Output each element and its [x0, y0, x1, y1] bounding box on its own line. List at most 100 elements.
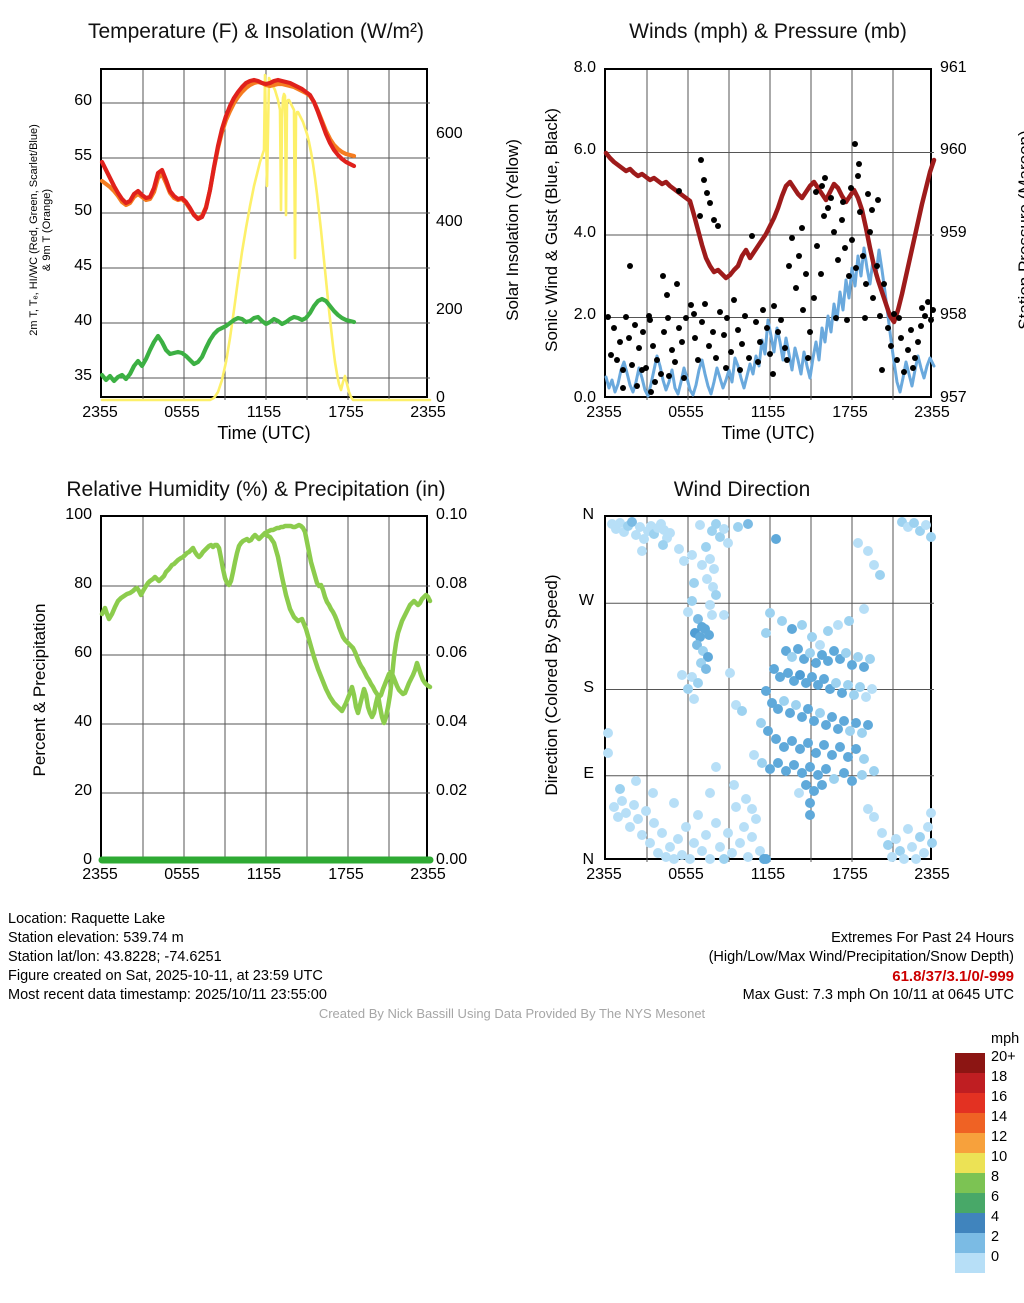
- winddir-ytick-W: W: [578, 592, 594, 609]
- temperature-ytick-45: 45: [74, 257, 92, 274]
- winds-xtick-0: 2355: [586, 404, 622, 421]
- wind-direction-points: [603, 517, 937, 864]
- winddir-xtick-1: 0555: [668, 866, 704, 883]
- humidity-xtick-4: 2355: [410, 866, 446, 883]
- winds-xtick-1: 0555: [668, 404, 704, 421]
- colorbar-label-16: 16: [991, 1089, 1008, 1105]
- winds-ytick-4: 4.0: [573, 224, 596, 241]
- panel-humidity: Relative Humidity (%) & Precipitation (i…: [0, 460, 512, 905]
- precip-ytick-006: 0.06: [436, 644, 468, 661]
- precip-ytick-008: 0.08: [436, 575, 468, 592]
- precip-ytick-004: 0.04: [436, 713, 468, 730]
- insolation-ytick-600: 600: [436, 125, 463, 142]
- winds-traces: [603, 70, 937, 400]
- colorbar-label-12: 12: [991, 1129, 1008, 1145]
- precip-ytick-000: 0.00: [436, 851, 468, 868]
- pressure-ytick-960: 960: [940, 141, 967, 158]
- winds-ytick-2: 2.0: [573, 306, 596, 323]
- temperature-ytick-60: 60: [74, 92, 92, 109]
- solar-insolation-trace: [100, 73, 432, 402]
- winddir-ytick-E: E: [583, 765, 594, 782]
- winddir-xtick-0: 2355: [586, 866, 622, 883]
- insolation-ytick-400: 400: [436, 213, 463, 230]
- temperature-xtick-1: 0555: [164, 404, 200, 421]
- temperature-plot-area: [99, 68, 432, 402]
- winds-panel-title: Winds (mph) & Pressure (mb): [629, 20, 907, 43]
- pressure-ytick-961: 961: [940, 59, 967, 76]
- insolation-ytick-200: 200: [436, 301, 463, 318]
- panel-temperature: Temperature (F) & Insolation (W/m²) 2m T…: [0, 0, 522, 460]
- pressure-ytick-957: 957: [940, 389, 967, 406]
- colorbar-unit-label: mph: [991, 1031, 1020, 1047]
- pressure-ytick-958: 958: [940, 306, 967, 323]
- panel-winds: Winds (mph) & Pressure (mb) Sonic Wind &…: [512, 0, 1024, 460]
- colorbar-swatch-20plus: [955, 1053, 985, 1073]
- extremes-title: Extremes For Past 24 Hours: [831, 930, 1014, 946]
- winds-x-axis-title: Time (UTC): [721, 423, 815, 443]
- precip-ytick-002: 0.02: [436, 782, 468, 799]
- temperature-left-axis-title-line1: 2m T, Tₑ, HI/WC (Red, Green, Scarlet/Blu…: [28, 124, 40, 336]
- humidity-panel-title: Relative Humidity (%) & Precipitation (i…: [66, 478, 446, 501]
- winds-ytick-0: 0.0: [573, 389, 596, 406]
- colorbar-label-18: 18: [991, 1069, 1008, 1085]
- temperature-xtick-4: 2355: [410, 404, 446, 421]
- colorbar-swatch-2: [955, 1233, 985, 1253]
- winds-xtick-2: 1155: [750, 404, 786, 421]
- dewpoint-trace: [99, 296, 357, 384]
- colorbar-swatch-10: [955, 1153, 985, 1173]
- precip-ytick-010: 0.10: [436, 506, 468, 523]
- humidity-xtick-0: 2355: [82, 866, 118, 883]
- colorbar-label-2: 2: [991, 1229, 1000, 1245]
- winds-ytick-6: 6.0: [573, 141, 596, 158]
- colorbar-swatch-18: [955, 1073, 985, 1093]
- footer-data-timestamp: Most recent data timestamp: 2025/10/11 2…: [8, 987, 327, 1003]
- colorbar-swatch-6: [955, 1193, 985, 1213]
- wind-direction-left-axis-title: Direction (Colored By Speed): [542, 574, 561, 796]
- station-pressure-trace: [603, 150, 937, 325]
- winds-right-axis-title: Station Pressure (Maroon): [1015, 130, 1024, 330]
- temperature-xtick-2: 1155: [246, 404, 282, 421]
- extremes-subtitle: (High/Low/Max Wind/Precipitation/Snow De…: [708, 949, 1014, 965]
- wind-speed-colorbar: mph 20+ 18 16 14 12 10 8 6 4 2 0: [955, 1031, 1024, 1303]
- footer-station-elevation: Station elevation: 539.74 m: [8, 930, 184, 946]
- max-gust-text: Max Gust: 7.3 mph On 10/11 at 0645 UTC: [742, 987, 1014, 1003]
- temperature-ytick-55: 55: [74, 147, 92, 164]
- footer-figure-created: Figure created on Sat, 2025-10-11, at 23…: [8, 968, 323, 984]
- winds-plot-area: [603, 68, 937, 400]
- colorbar-swatch-8: [955, 1173, 985, 1193]
- colorbar-label-6: 6: [991, 1189, 1000, 1205]
- colorbar-label-8: 8: [991, 1169, 1000, 1185]
- humidity-ytick-60: 60: [74, 644, 92, 661]
- temperature-x-axis-title: Time (UTC): [217, 423, 311, 443]
- temperature-ytick-40: 40: [74, 312, 92, 329]
- humidity-ytick-100: 100: [65, 506, 92, 523]
- humidity-xtick-1: 0555: [164, 866, 200, 883]
- temperature-left-axis-title-line2: & 9m T (Orange): [41, 188, 53, 272]
- winds-xtick-3: 1755: [832, 404, 868, 421]
- winddir-xtick-4: 2355: [914, 866, 950, 883]
- humidity-ytick-20: 20: [74, 782, 92, 799]
- colorbar-label-4: 4: [991, 1209, 1000, 1225]
- humidity-xtick-3: 1755: [328, 866, 364, 883]
- panel-wind-direction: Wind Direction Direction (Colored By Spe…: [512, 460, 1024, 1273]
- humidity-traces: [98, 517, 434, 864]
- winddir-xtick-3: 1755: [832, 866, 868, 883]
- colorbar-swatch-14: [955, 1113, 985, 1133]
- wind-gust-scatter: [605, 141, 936, 395]
- wind-direction-plot-area: [603, 515, 937, 864]
- temperature-ytick-35: 35: [74, 367, 92, 384]
- temperature-xtick-3: 1755: [328, 404, 364, 421]
- pressure-ytick-959: 959: [940, 224, 967, 241]
- humidity-ytick-0: 0: [83, 851, 92, 868]
- winddir-ytick-S: S: [583, 679, 594, 696]
- footer-location: Location: Raquette Lake: [8, 911, 166, 927]
- colorbar-label-20plus: 20+: [991, 1049, 1016, 1065]
- extremes-values: 61.8/37/3.1/0/-999: [892, 968, 1014, 985]
- relative-humidity-trace-2: [263, 532, 433, 726]
- temperature-ytick-50: 50: [74, 202, 92, 219]
- winddir-ytick-N-bot: N: [582, 851, 594, 868]
- insolation-ytick-0: 0: [436, 389, 445, 406]
- temperature-traces: [99, 70, 432, 402]
- humidity-plot-area: [98, 515, 434, 864]
- winddir-xtick-2: 1155: [750, 866, 786, 883]
